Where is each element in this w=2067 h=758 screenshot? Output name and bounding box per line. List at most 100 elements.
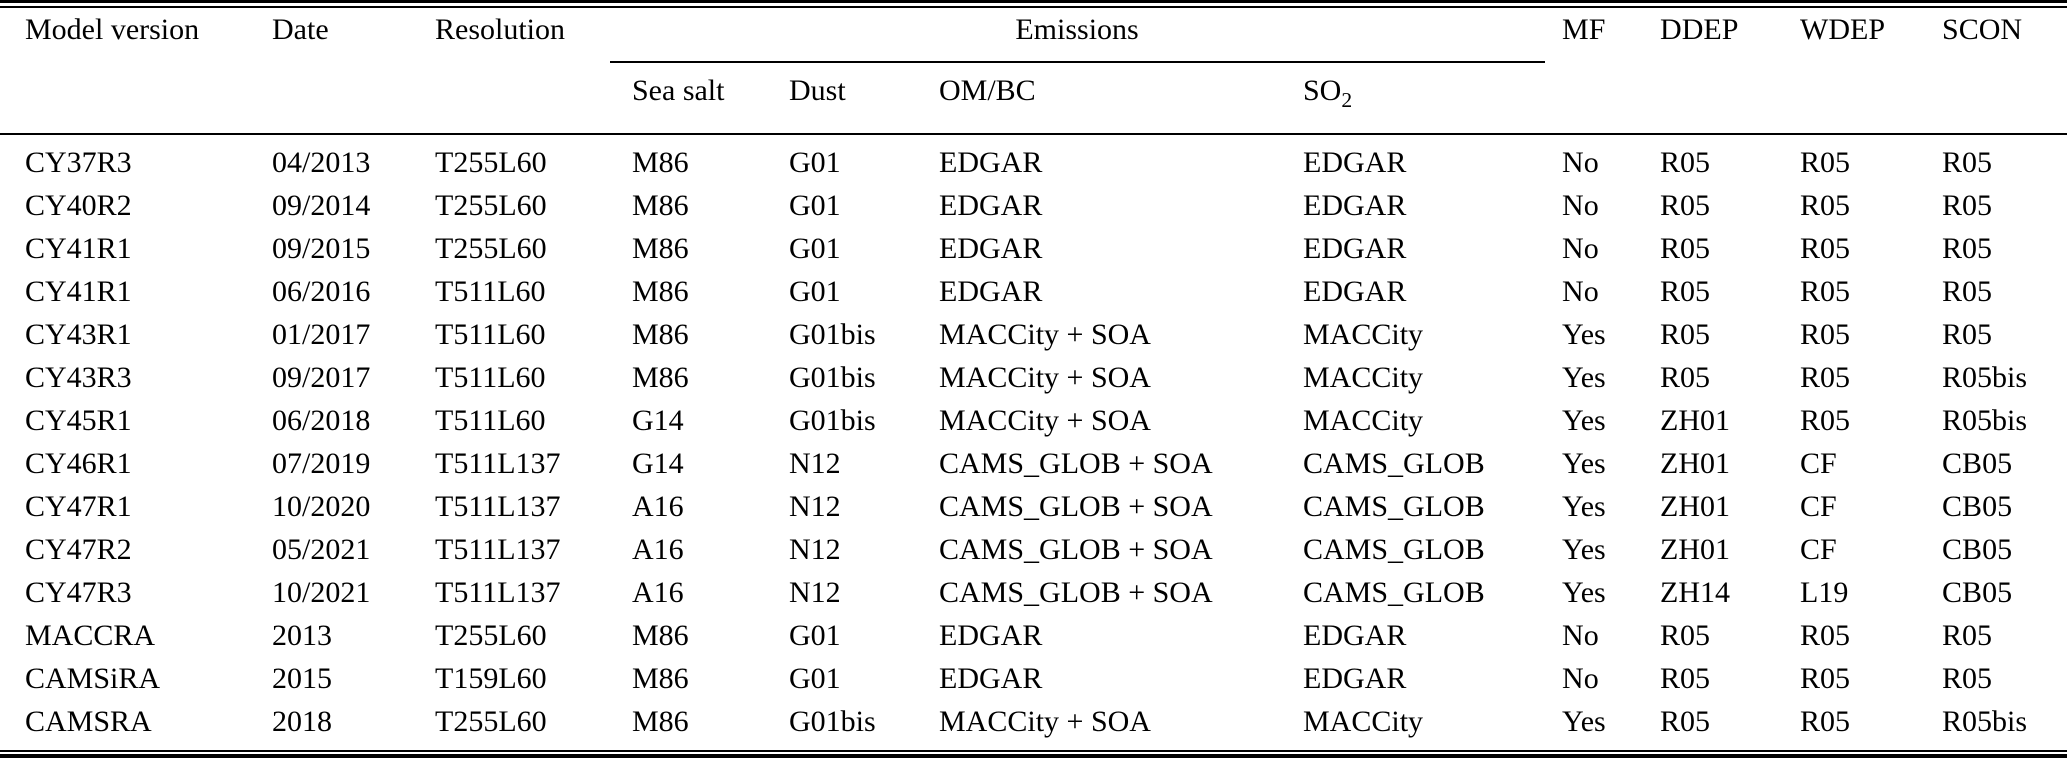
cell: Yes: [1562, 532, 1606, 566]
cell: ZH01: [1660, 403, 1731, 437]
cell: 10/2020: [272, 489, 371, 523]
header-model-version: Model version: [25, 13, 200, 46]
cell: R05: [1660, 231, 1711, 265]
cell: R05: [1800, 274, 1851, 308]
cell: Yes: [1562, 360, 1606, 394]
cell: CY47R2: [25, 532, 132, 566]
cell: CY43R3: [25, 360, 132, 394]
cell: 04/2013: [272, 145, 371, 179]
cell: 2013: [272, 618, 332, 652]
header-separator-rule: [0, 133, 2067, 135]
cell: EDGAR: [939, 661, 1043, 695]
cell: A16: [632, 575, 684, 609]
cell: CY37R3: [25, 145, 132, 179]
cell: No: [1562, 661, 1599, 695]
cell: T511L137: [435, 489, 561, 523]
cell: MACCity: [1303, 317, 1424, 351]
cell: M86: [632, 618, 689, 652]
cell: R05: [1800, 704, 1851, 738]
cell: R05: [1942, 145, 1993, 179]
cell: CY41R1: [25, 231, 132, 265]
cell: M86: [632, 360, 689, 394]
cell: G01bis: [789, 317, 876, 351]
cell: G01: [789, 274, 841, 308]
cell: CY47R3: [25, 575, 132, 609]
cell: CF: [1800, 446, 1837, 480]
cell: R05bis: [1942, 403, 2028, 437]
cell: G14: [632, 446, 684, 480]
cell: MACCRA: [25, 618, 156, 652]
cell: EDGAR: [1303, 231, 1407, 265]
cell: CAMS_GLOB: [1303, 575, 1485, 609]
cell: R05: [1800, 661, 1851, 695]
subheader-dust: Dust: [789, 74, 846, 107]
cell: 2015: [272, 661, 332, 695]
cell: M86: [632, 274, 689, 308]
cell: EDGAR: [1303, 618, 1407, 652]
cell: ZH01: [1660, 489, 1731, 523]
cell: CAMS_GLOB + SOA: [939, 532, 1213, 566]
cell: 06/2016: [272, 274, 371, 308]
cell: M86: [632, 317, 689, 351]
cell: T511L60: [435, 317, 546, 351]
cell: T255L60: [435, 188, 547, 222]
cell: CY47R1: [25, 489, 132, 523]
table-row: CY46R1 07/2019 T511L137 G14 N12 CAMS_GLOB + S…: [0, 442, 2067, 485]
cell: N12: [789, 489, 841, 523]
cell: R05: [1660, 661, 1711, 695]
cell: N12: [789, 575, 841, 609]
cell: CAMS_GLOB + SOA: [939, 446, 1213, 480]
table-row: CY40R2 09/2014 T255L60 M86 G01 EDGAR EDGAR No R0…: [0, 184, 2067, 227]
cell: MACCity: [1303, 403, 1424, 437]
cell: CAMSRA: [25, 704, 152, 738]
cell: L19: [1800, 575, 1849, 609]
header-row-emissions-sub: Sea salt Dust OM/BC SO2: [0, 62, 2067, 133]
cell: R05: [1942, 188, 1993, 222]
cell: R05: [1660, 188, 1711, 222]
cell: CB05: [1942, 532, 2013, 566]
cell: MACCity: [1303, 704, 1424, 738]
cell: R05: [1942, 661, 1993, 695]
cell: G01: [789, 661, 841, 695]
cell: EDGAR: [1303, 188, 1407, 222]
header-date: Date: [272, 13, 329, 46]
cell: MACCity + SOA: [939, 704, 1151, 738]
cell: EDGAR: [939, 145, 1043, 179]
cell: EDGAR: [939, 274, 1043, 308]
cell: R05: [1660, 317, 1711, 351]
cell: G01: [789, 188, 841, 222]
cell: Yes: [1562, 575, 1606, 609]
cell: T255L60: [435, 618, 547, 652]
cell: CB05: [1942, 575, 2013, 609]
cell: R05: [1800, 317, 1851, 351]
cell: R05bis: [1942, 704, 2028, 738]
cell: M86: [632, 704, 689, 738]
cell: Yes: [1562, 704, 1606, 738]
cell: EDGAR: [1303, 145, 1407, 179]
cell: CAMS_GLOB: [1303, 489, 1485, 523]
cell: G01bis: [789, 704, 876, 738]
cell: MACCity + SOA: [939, 317, 1151, 351]
cell: T255L60: [435, 231, 547, 265]
cell: MACCity + SOA: [939, 360, 1151, 394]
so2-base: SO: [1303, 74, 1342, 107]
cell: T511L137: [435, 446, 561, 480]
cell: R05: [1800, 618, 1851, 652]
cell: No: [1562, 145, 1599, 179]
cell: T255L60: [435, 145, 547, 179]
cell: 10/2021: [272, 575, 371, 609]
cell: CY45R1: [25, 403, 132, 437]
cell: R05: [1800, 360, 1851, 394]
table-row: CY41R1 06/2016 T511L60 M86 G01 EDGAR EDGAR No R0…: [0, 270, 2067, 313]
cell: CAMS_GLOB: [1303, 532, 1485, 566]
cell: R05: [1660, 360, 1711, 394]
table-row: MACCRA 2013 T255L60 M86 G01 EDGAR EDGAR No R05 R0…: [0, 614, 2067, 657]
cell: EDGAR: [1303, 274, 1407, 308]
cell: R05: [1660, 618, 1711, 652]
cell: CY40R2: [25, 188, 132, 222]
cell: R05: [1942, 274, 1993, 308]
header-scon: SCON: [1942, 13, 2023, 46]
cell: G01bis: [789, 403, 876, 437]
cell: CY46R1: [25, 446, 132, 480]
